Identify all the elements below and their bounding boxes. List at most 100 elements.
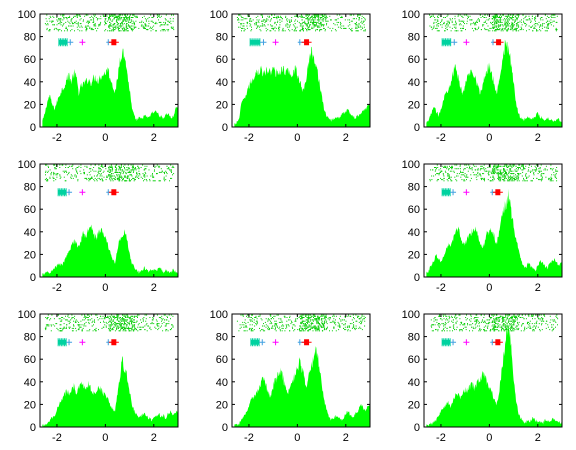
- x-tick-label: -2: [436, 132, 446, 144]
- x-tick-label: 0: [102, 282, 108, 294]
- y-tick-label: 0: [222, 422, 228, 434]
- x-tick-label: 0: [486, 132, 492, 144]
- x-tick-label: 2: [535, 432, 541, 444]
- x-tick-label: -2: [244, 132, 254, 144]
- y-tick-label: 20: [216, 99, 228, 111]
- x-tick-label: -2: [436, 282, 446, 294]
- histogram-area: [42, 48, 178, 127]
- chart-svg-2: 0 20 40 60 80 100 -2 0 2: [210, 9, 371, 144]
- x-tick-label: 0: [102, 432, 108, 444]
- axes-frame: [423, 313, 563, 428]
- chart-panel-1: 0 20 40 60 80 100 -2 0 2: [0, 0, 192, 150]
- chart-svg-9: 0 20 40 60 80 100 -2 0 2: [402, 309, 563, 444]
- histogram-area: [426, 188, 562, 277]
- spike-raster: [429, 164, 559, 182]
- histogram-area: [234, 46, 370, 127]
- y-tick-label: 60: [408, 54, 420, 66]
- histogram-area: [426, 39, 562, 127]
- y-tick-label: 80: [24, 332, 36, 344]
- chart-svg-4: 0 20 40 60 80 100 -2 0 2: [18, 159, 179, 294]
- y-tick-label: 80: [408, 32, 420, 44]
- event-markers: [57, 338, 119, 347]
- x-tick-label: 2: [343, 432, 349, 444]
- axes-frame: [231, 13, 371, 128]
- y-tick-label: 20: [24, 99, 36, 111]
- y-tick-label: 80: [216, 32, 228, 44]
- y-tick-label: 20: [216, 399, 228, 411]
- histogram-area: [426, 321, 562, 427]
- spike-raster: [44, 164, 175, 182]
- chart-panel-9: 0 20 40 60 80 100 -2 0 2: [384, 300, 576, 450]
- y-tick-label: 100: [402, 309, 420, 321]
- spike-raster: [44, 14, 175, 32]
- x-tick-label: 2: [151, 132, 157, 144]
- chart-panel-6: 0 20 40 60 80 100 -2 0 2: [384, 150, 576, 300]
- y-tick-label: 80: [408, 332, 420, 344]
- chart-panel-3: 0 20 40 60 80 100 -2 0 2: [384, 0, 576, 150]
- y-tick-label: 20: [408, 399, 420, 411]
- y-tick-label: 20: [408, 99, 420, 111]
- x-tick-label: -2: [436, 432, 446, 444]
- y-tick-label: 100: [210, 9, 228, 21]
- y-tick-label: 60: [408, 204, 420, 216]
- plot-area: [234, 14, 370, 127]
- axes-frame: [423, 13, 563, 128]
- chart-panel-4: 0 20 40 60 80 100 -2 0 2: [0, 150, 192, 300]
- y-tick-label: 40: [24, 377, 36, 389]
- x-tick-label: -2: [52, 132, 62, 144]
- y-tick-label: 0: [30, 122, 36, 134]
- y-tick-label: 40: [216, 77, 228, 89]
- y-tick-label: 20: [24, 399, 36, 411]
- chart-svg-6: 0 20 40 60 80 100 -2 0 2: [402, 159, 563, 294]
- y-tick-label: 100: [402, 9, 420, 21]
- spike-raster: [236, 14, 366, 32]
- y-tick-label: 40: [408, 227, 420, 239]
- y-tick-label: 80: [24, 182, 36, 194]
- y-tick-label: 100: [402, 159, 420, 171]
- y-tick-label: 60: [24, 204, 36, 216]
- y-tick-label: 20: [408, 249, 420, 261]
- y-tick-label: 60: [24, 354, 36, 366]
- y-tick-label: 80: [24, 32, 36, 44]
- event-markers: [58, 38, 119, 47]
- event-markers: [441, 188, 503, 197]
- x-tick-label: 0: [486, 432, 492, 444]
- axes-frame: [39, 313, 179, 428]
- axes-frame: [39, 163, 179, 278]
- plot-area: [42, 314, 178, 427]
- x-tick-label: 2: [535, 282, 541, 294]
- chart-svg-3: 0 20 40 60 80 100 -2 0 2: [402, 9, 563, 144]
- y-tick-label: 100: [18, 159, 36, 171]
- chart-svg-1: 0 20 40 60 80 100 -2 0 2: [18, 9, 179, 144]
- y-tick-label: 100: [18, 309, 36, 321]
- chart-panel-8: 0 20 40 60 80 100 -2 0 2: [192, 300, 384, 450]
- y-tick-label: 80: [408, 182, 420, 194]
- axes-frame: [231, 313, 371, 428]
- y-tick-label: 80: [216, 332, 228, 344]
- event-markers: [441, 38, 504, 47]
- histogram-area: [42, 224, 178, 277]
- y-tick-label: 40: [216, 377, 228, 389]
- plot-area: [42, 164, 178, 277]
- y-tick-label: 60: [24, 54, 36, 66]
- y-tick-label: 100: [210, 309, 228, 321]
- y-tick-label: 0: [222, 122, 228, 134]
- spike-raster: [44, 314, 174, 332]
- plot-area: [426, 14, 562, 127]
- y-tick-label: 40: [408, 77, 420, 89]
- y-tick-label: 20: [24, 249, 36, 261]
- event-markers: [250, 338, 312, 347]
- spike-raster: [236, 314, 366, 332]
- x-tick-label: 2: [151, 282, 157, 294]
- event-markers: [441, 338, 503, 347]
- y-tick-label: 40: [24, 227, 36, 239]
- axes-frame: [423, 163, 563, 278]
- y-tick-label: 0: [30, 272, 36, 284]
- chart-svg-8: 0 20 40 60 80 100 -2 0 2: [210, 309, 371, 444]
- plot-area: [234, 314, 370, 427]
- y-tick-label: 60: [216, 54, 228, 66]
- histogram-area: [234, 346, 370, 427]
- x-tick-label: 0: [102, 132, 108, 144]
- chart-svg-7: 0 20 40 60 80 100 -2 0 2: [18, 309, 179, 444]
